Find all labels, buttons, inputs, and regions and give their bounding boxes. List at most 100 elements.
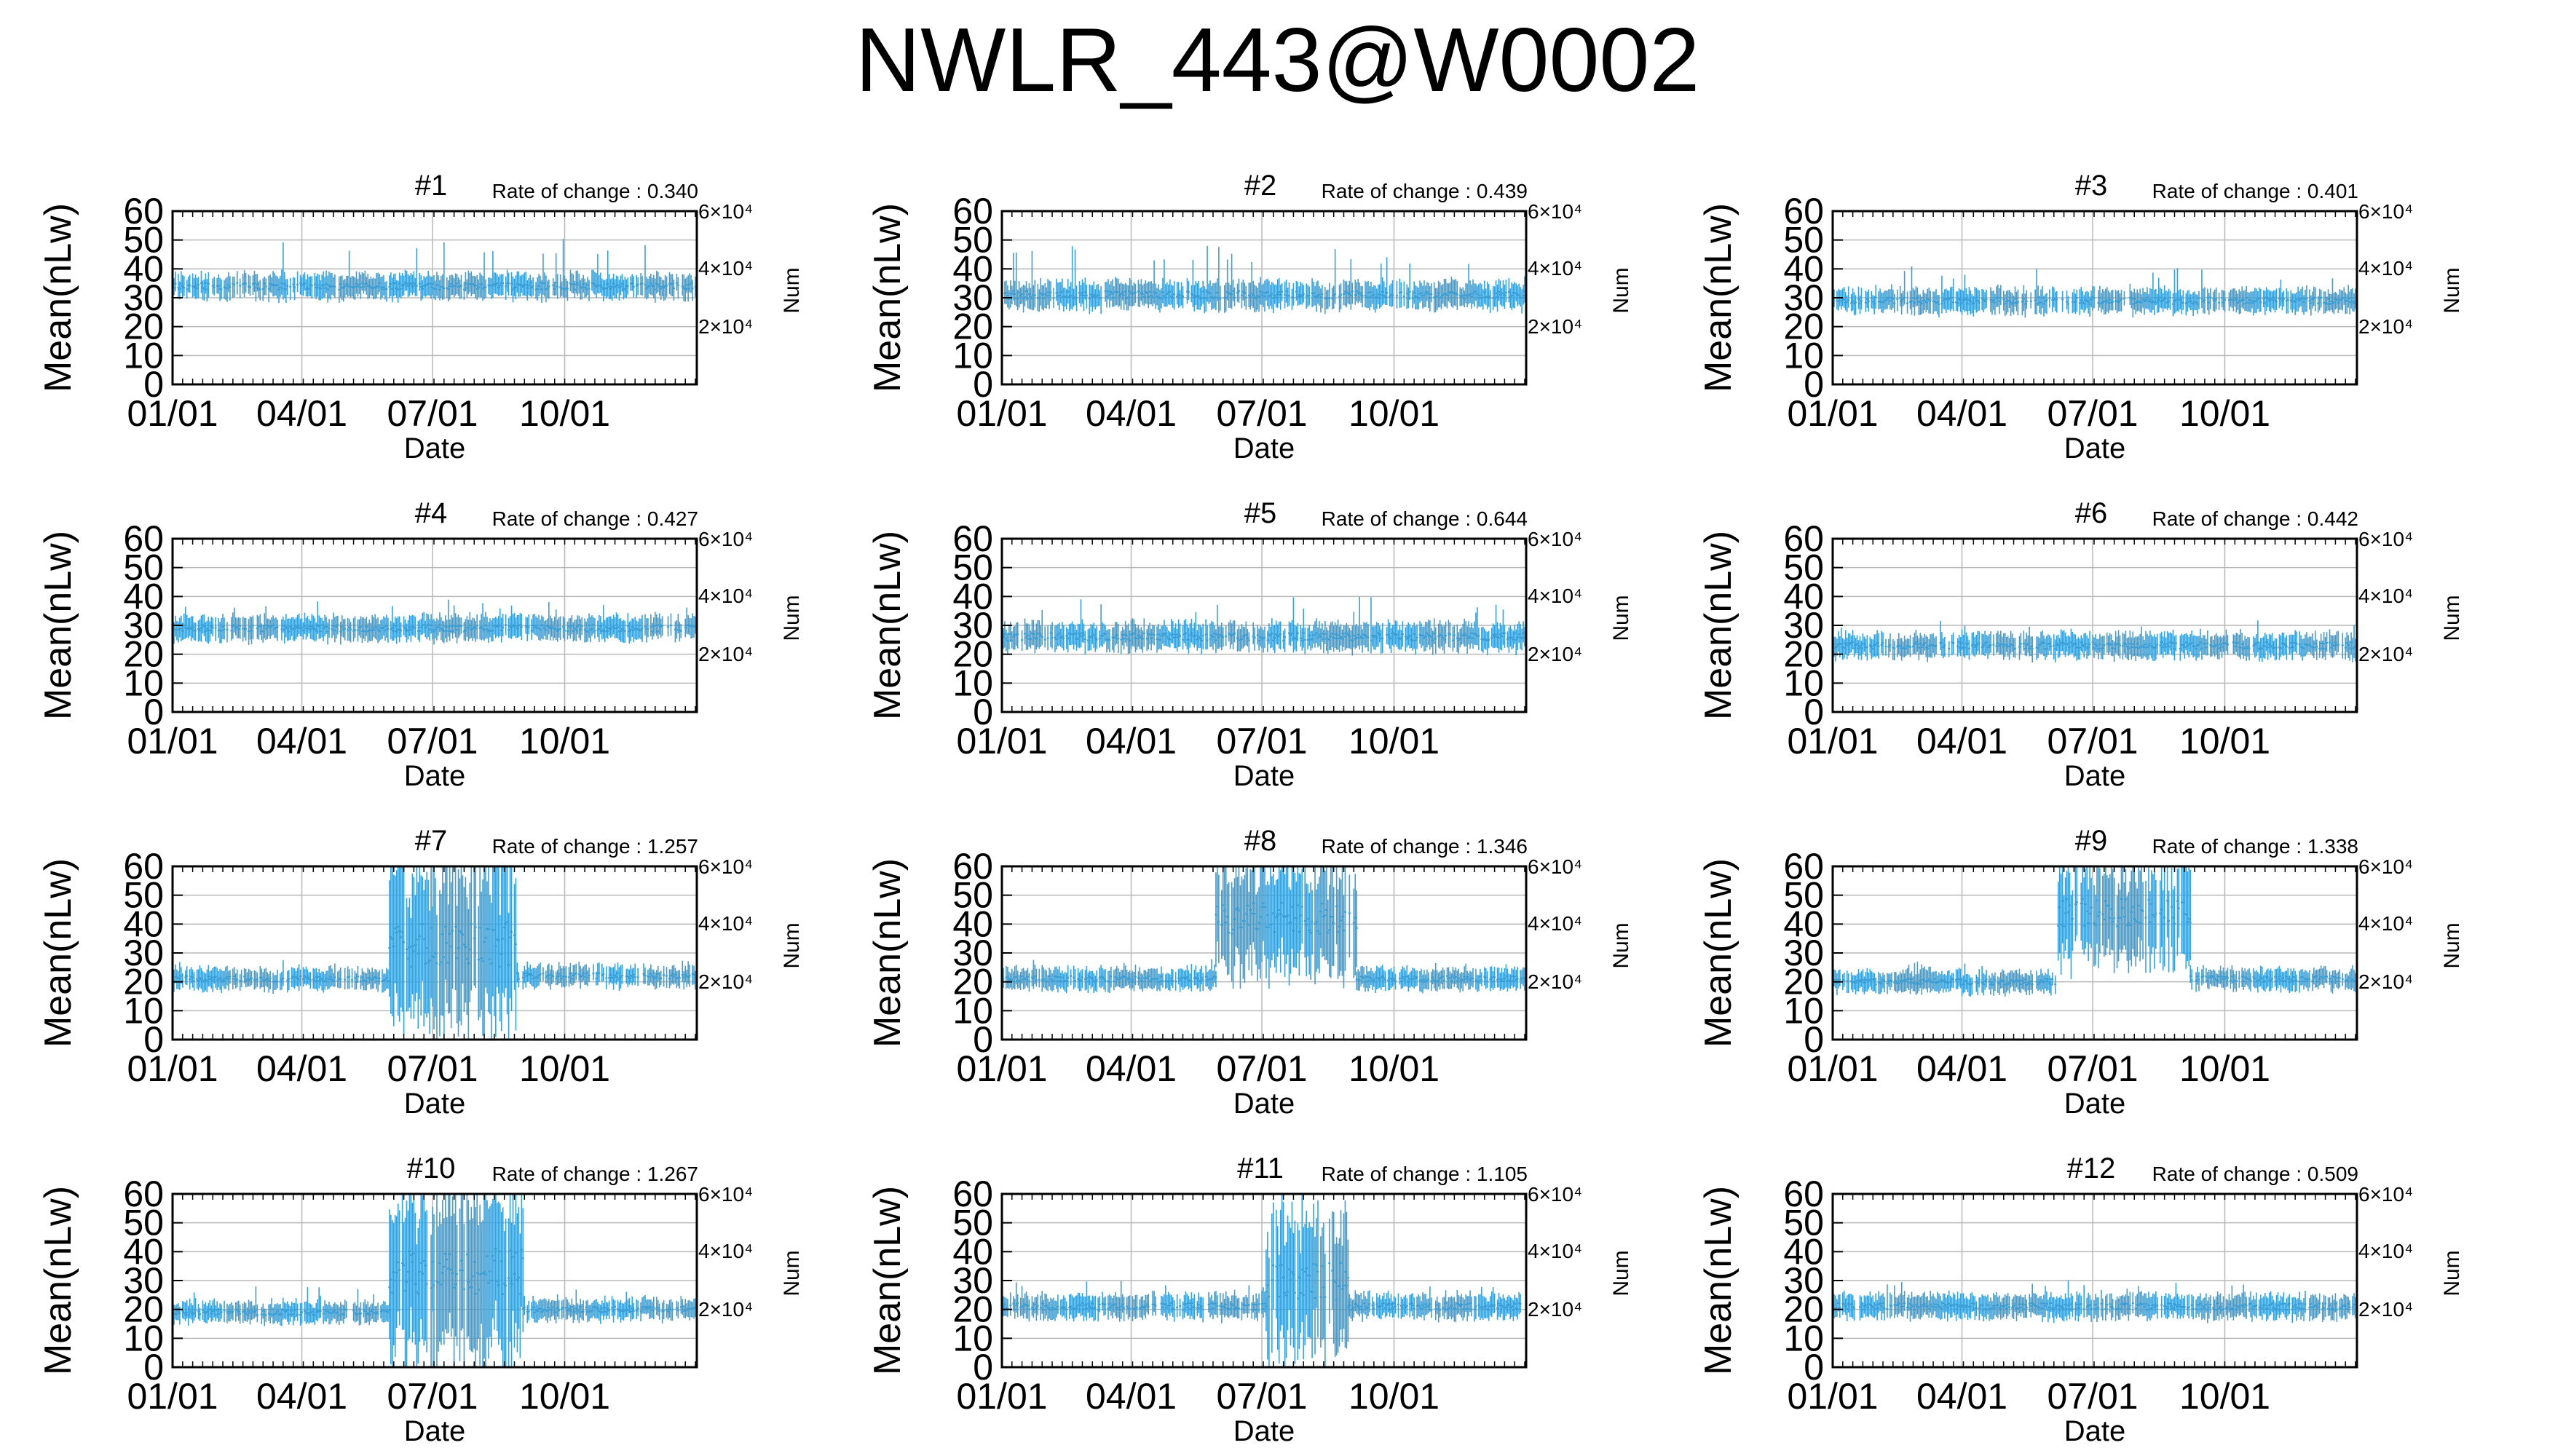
y2-axis-label: Num [2440, 267, 2464, 313]
y-tick-label: 60 [952, 518, 993, 559]
x-tick-label: 01/01 [956, 721, 1047, 761]
y-tick-label: 60 [123, 191, 164, 232]
y-tick-label: 50 [123, 547, 164, 588]
rate-of-change-label: Rate of change : 0.442 [2152, 507, 2358, 530]
y2-tick-label: 4×10⁴ [1528, 257, 1582, 280]
x-tick-label: 07/01 [387, 393, 478, 434]
data-series [1831, 266, 2358, 318]
y2-axis-label: Num [1609, 267, 1633, 313]
y2-axis-label: Num [780, 267, 804, 313]
x-axis-label: Date [1233, 432, 1295, 464]
x-tick-label: 01/01 [1787, 721, 1878, 761]
axis-ticks [1001, 210, 1525, 385]
y-tick-label: 30 [952, 605, 993, 646]
y-tick-label: 40 [952, 576, 993, 617]
x-tick-label: 07/01 [2047, 721, 2138, 761]
panel-title: #6 [2075, 497, 2108, 529]
x-tick-label: 07/01 [387, 721, 478, 761]
y-tick-label: 20 [123, 306, 164, 347]
y-tick-label: 40 [952, 248, 993, 289]
y2-tick-label: 2×10⁴ [2358, 315, 2413, 338]
rate-of-change-label: Rate of change : 0.439 [1322, 180, 1528, 202]
data-series [1833, 620, 2358, 662]
grid-lines [173, 211, 697, 384]
y2-tick-label: 2×10⁴ [698, 315, 753, 338]
y-tick-label: 40 [123, 576, 164, 617]
grid-lines [1002, 539, 1526, 712]
y-tick-label: 10 [952, 335, 993, 376]
y-tick-label: 30 [1783, 277, 1824, 318]
x-tick-label: 04/01 [1086, 721, 1177, 761]
y2-tick-label: 6×10⁴ [1528, 200, 1582, 223]
y-axis-label: Mean(nLw) [1697, 203, 1739, 392]
y2-tick-label: 6×10⁴ [698, 528, 753, 550]
rate-of-change-label: Rate of change : 0.427 [492, 507, 698, 530]
y2-axis-label: Num [1609, 595, 1633, 641]
y-tick-label: 0 [1804, 364, 1824, 405]
rate-of-change-label: Rate of change : 0.644 [1322, 507, 1528, 530]
data-series [171, 239, 698, 304]
x-axis-label: Date [1233, 760, 1295, 792]
y2-tick-label: 6×10⁴ [2358, 200, 2413, 223]
x-tick-label: 10/01 [2179, 393, 2270, 434]
x-axis-label: Date [2064, 760, 2126, 792]
y-tick-label: 60 [1783, 518, 1824, 559]
y-tick-label: 20 [952, 306, 993, 347]
axis-ticks [1832, 538, 2356, 713]
y-tick-label: 20 [123, 634, 164, 675]
rate-of-change-label: Rate of change : 0.340 [492, 180, 698, 202]
y-tick-label: 30 [952, 277, 993, 318]
x-tick-label: 04/01 [256, 393, 347, 434]
x-tick-label: 04/01 [256, 721, 347, 761]
y2-tick-label: 6×10⁴ [698, 200, 753, 223]
data-series [171, 599, 698, 645]
y2-tick-label: 6×10⁴ [2358, 528, 2413, 550]
y-axis-label: Mean(nLw) [1697, 531, 1739, 720]
y2-tick-label: 2×10⁴ [698, 643, 753, 665]
y-tick-label: 50 [1783, 547, 1824, 588]
x-axis-label: Date [404, 760, 466, 792]
y-tick-label: 0 [143, 692, 164, 732]
axis-ticks [172, 538, 696, 713]
x-tick-label: 10/01 [519, 721, 610, 761]
y-tick-label: 60 [1783, 191, 1824, 232]
y-axis-label: Mean(nLw) [866, 203, 909, 392]
y-tick-label: 60 [123, 518, 164, 559]
x-tick-label: 10/01 [2179, 721, 2270, 761]
y-axis-label: Mean(nLw) [866, 531, 909, 720]
x-tick-label: 04/01 [1916, 721, 2007, 761]
y-tick-label: 10 [1783, 662, 1824, 703]
y-tick-label: 10 [123, 662, 164, 703]
y-tick-label: 30 [123, 277, 164, 318]
panel-title: #1 [415, 170, 448, 202]
y2-axis-label: Num [780, 595, 804, 641]
x-tick-label: 01/01 [1787, 393, 1878, 434]
data-series [171, 866, 698, 1040]
x-tick-label: 10/01 [1348, 721, 1440, 761]
y-tick-label: 0 [1804, 692, 1824, 732]
y-tick-label: 40 [123, 248, 164, 289]
x-tick-label: 10/01 [519, 393, 610, 434]
y-tick-label: 10 [1783, 335, 1824, 376]
y2-tick-label: 2×10⁴ [2358, 643, 2413, 665]
y-tick-label: 40 [1783, 248, 1824, 289]
panel-title: #2 [1244, 170, 1277, 202]
axis-ticks [172, 210, 696, 385]
y2-tick-label: 4×10⁴ [1528, 585, 1582, 607]
y-tick-label: 30 [123, 605, 164, 646]
x-axis-label: Date [404, 432, 466, 464]
y-tick-label: 0 [973, 692, 993, 732]
x-tick-label: 01/01 [127, 393, 218, 434]
y2-tick-label: 4×10⁴ [698, 257, 753, 280]
x-tick-label: 07/01 [1216, 721, 1307, 761]
y2-tick-label: 6×10⁴ [1528, 528, 1582, 550]
y-tick-label: 20 [1783, 634, 1824, 675]
y-tick-label: 50 [123, 220, 164, 261]
y2-tick-label: 4×10⁴ [698, 585, 753, 607]
y-tick-label: 10 [952, 662, 993, 703]
y-tick-label: 0 [143, 364, 164, 405]
